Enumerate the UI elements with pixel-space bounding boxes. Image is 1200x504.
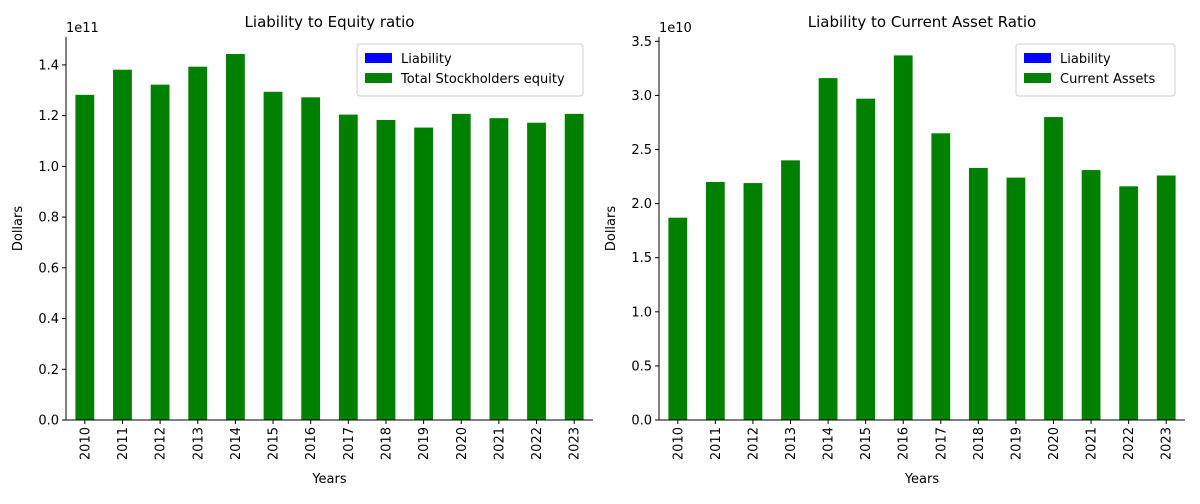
x-tick-label: 2018 <box>379 427 394 460</box>
y-tick-label: 1.4 <box>38 58 59 73</box>
x-tick-label: 2011 <box>709 427 724 460</box>
y-tick-label: 0.5 <box>631 359 652 374</box>
x-tick-label: 2020 <box>455 427 470 460</box>
x-tick-label: 2021 <box>492 427 507 460</box>
x-tick-label: 2015 <box>859 427 874 460</box>
bar-total-stockholders-equity-2023 <box>564 113 584 421</box>
bar-current-assets-2019 <box>1006 177 1026 420</box>
x-tick-label: 2019 <box>1009 427 1024 460</box>
bar-total-stockholders-equity-2019 <box>414 127 434 421</box>
bar-total-stockholders-equity-2015 <box>263 91 283 421</box>
legend-swatch-liability <box>1024 53 1051 63</box>
bar-total-stockholders-equity-2018 <box>376 119 396 420</box>
x-tick-label: 2018 <box>972 427 987 460</box>
x-tick-label: 2013 <box>784 427 799 460</box>
legend-frame <box>356 43 584 97</box>
bar-current-assets-2014 <box>818 78 838 421</box>
bar-current-assets-2018 <box>968 167 988 420</box>
x-tick-label: 2014 <box>822 427 837 460</box>
legend-swatch-current-assets <box>1024 73 1051 83</box>
y-tick-label: 1.0 <box>38 160 59 175</box>
legend-entry-liability: Liability <box>401 52 452 67</box>
x-tick-label: 2014 <box>229 427 244 460</box>
chart-panel-2: 0.0 0.5 1.0 1.5 2.0 2.5 3.0 3.5 2010 2011 2012 2013… <box>604 13 1185 487</box>
y-tick-label: 0.6 <box>38 261 59 276</box>
x-tick-label: 2022 <box>530 427 545 460</box>
legend: Liability Total Stockholders equity <box>356 43 584 97</box>
bar-total-stockholders-equity-2012 <box>150 84 170 421</box>
x-tick-label: 2023 <box>568 427 583 460</box>
x-tick-label: 2013 <box>191 427 206 460</box>
y-tick-label: 1.2 <box>38 109 59 124</box>
bar-total-stockholders-equity-2011 <box>113 69 132 421</box>
x-tick-label: 2010 <box>78 427 93 460</box>
bar-current-assets-2013 <box>781 160 800 420</box>
bar-current-assets-2011 <box>705 181 725 420</box>
legend-swatch-liability <box>365 53 392 63</box>
y-tick-label: 0.4 <box>38 312 59 327</box>
x-tick-label: 2020 <box>1047 427 1062 460</box>
y-tick-label: 2.5 <box>631 143 652 158</box>
legend-entry-current-assets: Current Assets <box>1060 72 1155 87</box>
bar-current-assets-2016 <box>893 55 913 421</box>
x-tick-label: 2023 <box>1160 427 1175 460</box>
bar-total-stockholders-equity-2014 <box>225 53 245 420</box>
bar-total-stockholders-equity-2020 <box>451 113 471 421</box>
chart-title: Liability to Equity ratio <box>245 13 415 31</box>
x-axis-label: Years <box>311 472 347 487</box>
x-tick-label: 2016 <box>897 427 912 460</box>
legend-swatch-total-stockholders-equity <box>365 73 392 83</box>
bar-current-assets-2012 <box>743 183 763 420</box>
axis-scale-label: 1e10 <box>659 21 692 36</box>
bar-total-stockholders-equity-2010 <box>75 94 95 420</box>
bar-current-assets-2017 <box>931 133 951 420</box>
y-tick-label: 0.2 <box>38 363 59 378</box>
legend-entry-total-stockholders-equity: Total Stockholders equity <box>400 72 565 87</box>
x-tick-label: 2010 <box>671 427 686 460</box>
bar-total-stockholders-equity-2013 <box>188 66 208 421</box>
y-tick-label: 0.0 <box>38 414 59 429</box>
bar-total-stockholders-equity-2021 <box>489 118 509 421</box>
y-axis-label: Dollars <box>11 206 26 251</box>
x-tick-label: 2015 <box>267 427 282 460</box>
bar-current-assets-2015 <box>856 98 876 420</box>
x-tick-label: 2011 <box>116 427 131 460</box>
y-tick-label: 3.5 <box>631 35 652 50</box>
x-tick-label: 2021 <box>1085 427 1100 460</box>
y-tick-label: 1.0 <box>631 305 652 320</box>
legend-frame <box>1015 43 1176 97</box>
x-tick-label: 2012 <box>154 427 169 460</box>
bar-current-assets-2010 <box>668 217 688 420</box>
y-tick-label: 1.5 <box>631 251 652 266</box>
y-tick-label: 3.0 <box>631 89 652 104</box>
chart-title: Liability to Current Asset Ratio <box>808 13 1036 31</box>
x-tick-label: 2012 <box>746 427 761 460</box>
x-tick-label: 2017 <box>342 427 357 460</box>
bar-total-stockholders-equity-2017 <box>338 114 358 421</box>
legend: Liability Current Assets <box>1015 43 1176 97</box>
bar-total-stockholders-equity-2016 <box>301 97 321 421</box>
x-axis-label: Years <box>904 472 940 487</box>
x-tick-label: 2017 <box>934 427 949 460</box>
x-tick-label: 2022 <box>1122 427 1137 460</box>
y-tick-label: 0.8 <box>38 211 59 226</box>
axis-scale-label: 1e11 <box>66 21 99 36</box>
bar-current-assets-2020 <box>1044 117 1063 421</box>
bar-current-assets-2022 <box>1119 186 1139 420</box>
chart-panel-1: 0.0 0.2 0.4 0.6 0.8 1.0 1.2 1.4 2010 2011 2012 2013… <box>11 13 593 487</box>
y-axis-label: Dollars <box>604 206 619 251</box>
y-tick-label: 2.0 <box>631 197 652 212</box>
bar-current-assets-2023 <box>1156 175 1176 420</box>
x-tick-label: 2019 <box>417 427 432 460</box>
x-tick-label: 2016 <box>304 427 319 460</box>
bar-total-stockholders-equity-2022 <box>527 122 546 420</box>
y-tick-label: 0.0 <box>631 414 652 429</box>
bar-current-assets-2021 <box>1081 170 1101 420</box>
legend-entry-liability: Liability <box>1060 52 1111 67</box>
